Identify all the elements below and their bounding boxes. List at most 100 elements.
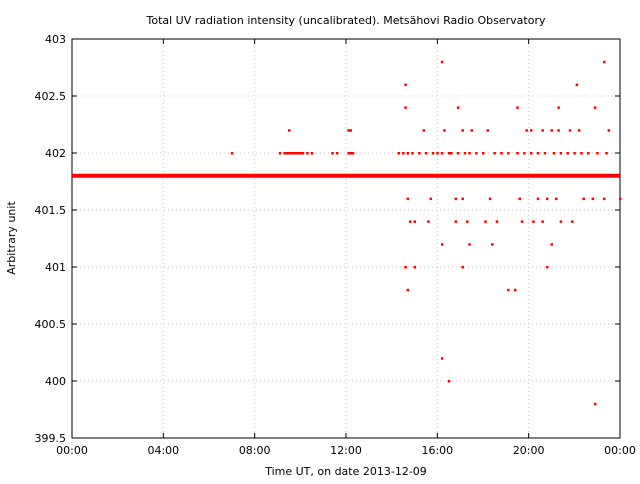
data-point <box>475 152 478 155</box>
y-tick-label: 400.5 <box>35 318 67 331</box>
data-point <box>456 152 460 155</box>
x-tick-label: 04:00 <box>147 444 179 457</box>
data-point <box>488 197 492 201</box>
data-point <box>436 152 439 155</box>
data-point <box>500 152 503 155</box>
data-point <box>587 152 590 155</box>
data-point <box>347 152 350 155</box>
data-point <box>406 197 410 201</box>
data-point <box>440 243 444 246</box>
data-point <box>447 152 451 155</box>
data-point <box>310 152 314 155</box>
data-point <box>413 266 416 269</box>
data-point <box>431 152 435 155</box>
data-point <box>484 220 487 223</box>
x-tick-label: 00:00 <box>604 444 636 457</box>
data-point <box>536 152 540 155</box>
data-point <box>529 129 533 132</box>
data-point <box>470 129 474 132</box>
data-point <box>440 60 444 64</box>
data-point <box>573 152 576 155</box>
x-tick-label: 20:00 <box>513 444 545 457</box>
data-point <box>507 288 510 292</box>
data-point <box>404 266 407 269</box>
y-tick-label: 401.5 <box>35 204 67 217</box>
data-point <box>525 129 528 132</box>
data-point <box>454 220 458 223</box>
data-point <box>404 106 407 109</box>
x-tick-label: 00:00 <box>56 444 88 457</box>
y-axis-label: Arbitrary unit <box>5 201 18 275</box>
data-point <box>463 152 467 155</box>
data-point <box>603 197 606 201</box>
data-point <box>545 266 549 269</box>
data-point <box>550 243 553 246</box>
data-point <box>541 129 544 132</box>
chart-title: Total UV radiation intensity (uncalibrat… <box>146 14 546 27</box>
data-point <box>347 129 350 132</box>
data-point <box>543 152 547 155</box>
data-point <box>454 197 458 201</box>
data-point <box>292 152 295 155</box>
data-point <box>532 220 535 223</box>
data-point <box>466 220 469 223</box>
data-point <box>555 197 558 201</box>
data-point <box>443 129 446 132</box>
data-point <box>406 152 410 155</box>
data-point <box>516 152 519 155</box>
y-tick-label: 399.5 <box>35 432 67 445</box>
data-point <box>413 220 416 223</box>
data-point <box>461 129 464 132</box>
data-point <box>559 220 563 223</box>
data-point <box>580 152 583 155</box>
data-point <box>493 152 496 155</box>
data-point <box>278 152 282 155</box>
data-point <box>495 220 499 223</box>
data-point <box>518 197 522 201</box>
x-axis-label: Time UT, on date 2013-12-09 <box>264 465 427 478</box>
data-point <box>450 152 453 155</box>
data-point <box>482 152 485 155</box>
data-point <box>429 197 432 201</box>
y-tick-label: 402.5 <box>35 90 67 103</box>
x-tick-label: 12:00 <box>330 444 362 457</box>
data-point <box>591 197 595 201</box>
data-point <box>596 152 599 155</box>
data-point <box>287 129 291 132</box>
data-point <box>545 197 549 201</box>
data-point <box>568 129 572 132</box>
grid-lines <box>72 39 620 438</box>
data-point <box>287 152 291 155</box>
data-point <box>541 220 544 223</box>
data-point <box>486 129 490 132</box>
data-point <box>577 129 581 132</box>
data-point <box>408 220 412 223</box>
x-tick-label: 08:00 <box>239 444 271 457</box>
data-point <box>424 152 428 155</box>
data-point <box>456 106 460 109</box>
data-point <box>571 220 574 223</box>
data-point <box>619 197 622 201</box>
data-point <box>411 152 414 155</box>
data-point <box>402 152 405 155</box>
data-point <box>552 152 556 155</box>
data-point <box>397 152 401 155</box>
data-point <box>468 152 471 155</box>
data-point <box>557 106 560 109</box>
data-point <box>603 60 606 64</box>
x-tick-label: 16:00 <box>421 444 453 457</box>
data-point <box>331 152 334 155</box>
data-point <box>582 197 585 201</box>
data-point <box>406 288 410 292</box>
y-tick-label: 403 <box>45 33 66 46</box>
data-point <box>593 106 597 109</box>
data-point <box>536 197 540 201</box>
data-point <box>516 106 519 109</box>
data-point <box>290 152 293 155</box>
data-point <box>529 152 533 155</box>
data-point <box>427 220 430 223</box>
data-point <box>297 152 300 155</box>
data-point <box>557 129 560 132</box>
data-point <box>285 152 289 155</box>
